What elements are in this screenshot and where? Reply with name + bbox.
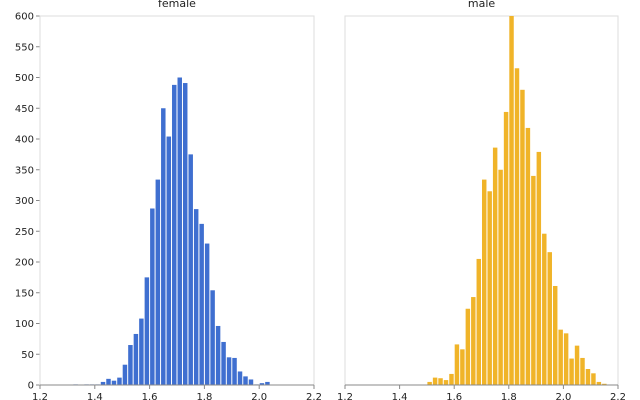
histogram-bar [476, 258, 481, 385]
y-tick-label: 50 [21, 350, 34, 361]
histogram-bar [509, 16, 514, 385]
histogram-bar [569, 358, 574, 385]
x-tick-label: 1.2 [32, 392, 48, 400]
histogram-bar [531, 175, 536, 385]
histogram-bar [547, 252, 552, 385]
histogram-bar [465, 308, 471, 385]
histogram-bar [542, 233, 547, 385]
histogram-bar [563, 333, 569, 385]
histogram-bar [591, 373, 596, 385]
y-tick-label: 550 [15, 42, 34, 53]
histogram-bar [552, 285, 558, 385]
panel-frame [39, 15, 315, 386]
histogram-bar [443, 380, 449, 385]
panels: female 1.2 1.4 1.6 1.8 2.0 2.2 male 1.2 1.4 1.6 1.8… [32, 0, 626, 400]
histogram-bar [139, 318, 144, 385]
histogram-bar [454, 344, 460, 385]
histogram-bar [188, 154, 193, 385]
panel-male: male 1.2 1.4 1.6 1.8 2.0 2.2 [337, 0, 626, 400]
y-tick-label: 600 [15, 12, 34, 23]
y-tick-label: 450 [15, 104, 34, 115]
histogram-bar [150, 208, 155, 385]
histogram-bar [182, 83, 188, 385]
y-tick-label: 350 [15, 165, 34, 176]
histogram-bar [177, 77, 182, 385]
histogram-bar [161, 108, 166, 385]
panel-frame [344, 15, 619, 386]
x-tick-label: 1.8 [196, 392, 212, 400]
x-tick-label: 1.4 [87, 392, 103, 400]
panel-title: female [158, 0, 196, 10]
y-tick-label: 500 [15, 73, 34, 84]
histogram-bar [585, 369, 591, 385]
histogram-bar [106, 378, 111, 385]
histogram-bar [166, 136, 172, 385]
histogram-bar [122, 364, 128, 385]
histogram-bar [172, 84, 177, 385]
y-tick-label: 200 [15, 258, 34, 269]
x-tick-label: 1.6 [446, 392, 462, 400]
histogram-bar [503, 111, 509, 385]
histogram-bar [117, 377, 122, 385]
histogram-bar [111, 380, 117, 385]
histogram-bar [204, 243, 210, 385]
histogram-bar [128, 345, 133, 385]
histogram-bar [492, 147, 498, 385]
histogram-bar [460, 349, 465, 385]
histogram-bar [596, 381, 602, 385]
histogram-bar [237, 371, 243, 385]
histogram-bar [536, 151, 542, 385]
x-tick-label: 2.0 [251, 392, 267, 400]
histogram-bar [215, 325, 221, 385]
y-axis: 0 50 100 150 200 250 300 350 400 450 500 550 600 [15, 12, 41, 392]
x-tick-label: 2.0 [555, 392, 571, 400]
histogram-bar [265, 381, 270, 385]
histogram-bar [133, 333, 139, 385]
panel-female: female 1.2 1.4 1.6 1.8 2.0 2.2 [32, 0, 322, 400]
histogram-bar [580, 357, 585, 385]
histogram-bar [226, 357, 232, 385]
histogram-bar [427, 381, 432, 385]
histogram-bar [574, 345, 580, 385]
panel-title: male [468, 0, 496, 10]
histogram-bar [520, 89, 525, 386]
histogram-bar [525, 127, 531, 386]
histogram-bar [155, 179, 161, 385]
histogram-bar [602, 383, 607, 385]
histogram-bar [558, 329, 563, 385]
histogram-bar [498, 169, 503, 385]
y-tick-label: 0 [28, 381, 34, 392]
histogram-bar [199, 223, 204, 385]
y-tick-label: 150 [15, 288, 34, 299]
x-tick-label: 1.8 [501, 392, 517, 400]
x-tick-label: 1.4 [392, 392, 408, 400]
histogram-bar [100, 381, 106, 385]
histogram-bar [449, 373, 454, 385]
histogram-bar [514, 68, 520, 386]
histogram-bar [432, 377, 438, 385]
x-tick-label: 2.2 [610, 392, 626, 400]
x-tick-label: 2.2 [306, 392, 322, 400]
y-tick-label: 400 [15, 135, 34, 146]
histogram-bar [210, 290, 215, 385]
histogram-bar [259, 383, 265, 385]
y-tick-label: 250 [15, 227, 34, 238]
histogram-bar [487, 191, 492, 385]
y-tick-label: 300 [15, 196, 34, 207]
histogram-bar [438, 378, 443, 385]
histogram-bar [232, 357, 237, 385]
histogram-bar [144, 277, 150, 385]
y-tick-label: 100 [15, 319, 34, 330]
x-tick-label: 1.6 [142, 392, 158, 400]
histogram-bar [243, 376, 248, 385]
x-tick-label: 1.2 [337, 392, 353, 400]
histogram-bar [471, 297, 476, 385]
histogram-bar [221, 341, 226, 385]
histogram-bar [482, 179, 487, 385]
histogram-bar [193, 209, 199, 385]
histogram-bar [248, 379, 254, 385]
